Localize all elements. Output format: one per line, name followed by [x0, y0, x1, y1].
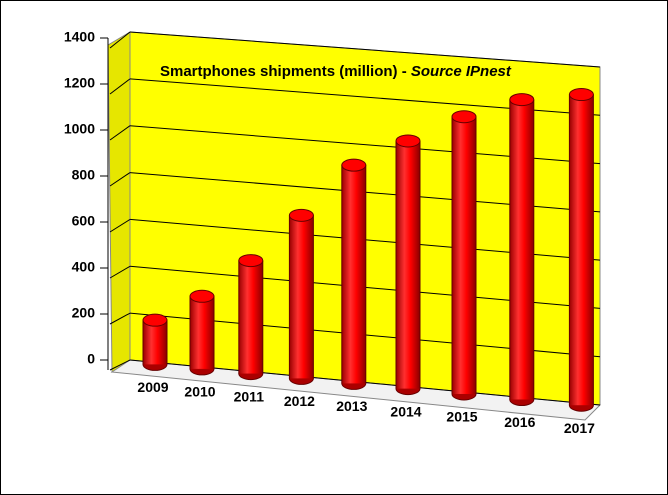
title-text: Smartphones shipments (million) -: [160, 63, 407, 80]
cylinder: [288, 208, 314, 385]
bar-cap: [395, 134, 421, 148]
grid-line-side: [109, 359, 131, 371]
bar: [452, 116, 476, 394]
bar: [289, 215, 314, 379]
x-tick-label: 2015: [446, 409, 477, 425]
x-tick-label: 2009: [137, 379, 168, 395]
grid-line: [129, 31, 601, 68]
side-wall: [107, 31, 131, 373]
y-tick-label: 400: [72, 259, 96, 275]
bar: [341, 165, 366, 384]
cylinder: [238, 254, 264, 381]
y-tick-label: 1400: [64, 29, 95, 45]
bar-cap: [341, 158, 367, 172]
cylinder: [568, 88, 594, 412]
y-tick-label: 1000: [64, 121, 95, 137]
x-tick-label: 2011: [234, 388, 265, 404]
grid-line-side: [109, 125, 131, 141]
bar: [396, 140, 420, 389]
bar-cap: [238, 254, 264, 268]
y-tick-label: 800: [72, 167, 96, 183]
bar: [238, 260, 263, 374]
cylinder: [395, 134, 421, 396]
source: Source IPnest: [411, 63, 512, 80]
cylinder: [142, 313, 168, 371]
bar: [143, 320, 167, 365]
x-tick-label: 2017: [564, 420, 595, 436]
cylinder: [509, 93, 535, 407]
grid-line-side: [109, 265, 131, 279]
bar-cap: [189, 289, 215, 303]
grid-line-side: [109, 219, 131, 233]
x-tick-label: 2010: [184, 384, 215, 400]
chart-title: Smartphones shipments (million) - Source…: [160, 63, 512, 80]
cylinder: [451, 110, 477, 401]
y-tick-label: 1200: [64, 75, 95, 91]
y-tick-label: 600: [72, 213, 96, 229]
x-tick-label: 2013: [336, 398, 367, 414]
x-tick-label: 2014: [390, 403, 421, 419]
grid-line-side: [109, 312, 131, 325]
bar: [509, 99, 534, 400]
bar: [569, 94, 594, 406]
y-tick-label: 0: [87, 351, 95, 367]
bar-cap: [568, 88, 594, 102]
y-tick-label: 200: [72, 305, 96, 321]
bar-cap: [451, 110, 477, 124]
bar: [190, 296, 214, 369]
bar-cap: [288, 208, 314, 222]
cylinder: [341, 158, 367, 390]
x-tick-label: 2012: [284, 393, 315, 409]
bar-cap: [509, 93, 535, 107]
grid-line-side: [109, 31, 131, 49]
grid-line-side: [109, 172, 131, 187]
bar-cap: [142, 313, 168, 327]
cylinder: [189, 289, 215, 376]
grid-line-side: [109, 78, 131, 95]
x-tick-label: 2016: [504, 414, 535, 430]
